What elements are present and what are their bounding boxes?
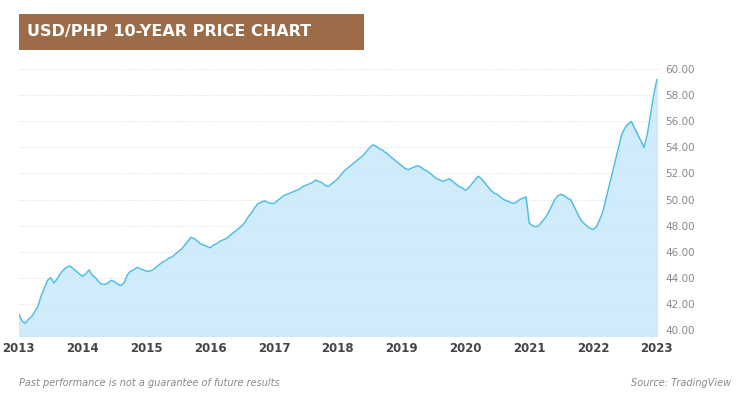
Text: USD/PHP 10-YEAR PRICE CHART: USD/PHP 10-YEAR PRICE CHART bbox=[27, 24, 311, 39]
Text: Source: TradingView: Source: TradingView bbox=[632, 378, 731, 388]
Text: Past performance is not a guarantee of future results: Past performance is not a guarantee of f… bbox=[19, 378, 279, 388]
